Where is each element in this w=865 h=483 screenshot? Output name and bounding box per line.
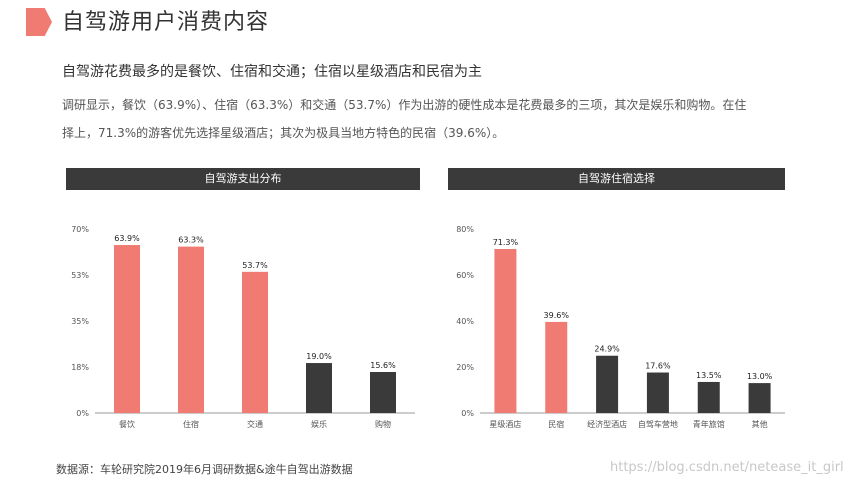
bar-data-label: 39.6% bbox=[544, 311, 570, 320]
data-source-note: 数据源：车轮研究院2019年6月调研数据&途牛自驾出游数据 bbox=[56, 463, 353, 476]
y-tick-label: 20% bbox=[456, 363, 474, 372]
bar bbox=[494, 249, 517, 413]
description-line-2: 择上，71.3%的游客优先选择星级酒店；其次为极具当地方特色的民宿（39.6%）… bbox=[62, 126, 505, 140]
bar bbox=[646, 372, 669, 413]
x-tick-label: 自驾车营地 bbox=[638, 419, 678, 429]
bar bbox=[306, 363, 332, 413]
bar bbox=[114, 245, 140, 413]
x-tick-label: 其他 bbox=[752, 419, 768, 429]
page-title: 自驾游用户消费内容 bbox=[62, 10, 270, 35]
bar-data-label: 63.3% bbox=[178, 236, 204, 245]
x-tick-label: 购物 bbox=[375, 419, 391, 429]
chart-1-title: 自驾游支出分布 bbox=[66, 168, 420, 190]
bar bbox=[545, 321, 568, 413]
x-tick-label: 娱乐 bbox=[311, 419, 327, 429]
bar bbox=[748, 383, 771, 413]
title-marker-icon bbox=[26, 8, 52, 36]
y-tick-label: 0% bbox=[76, 409, 89, 418]
description: 调研显示，餐饮（63.9%）、住宿（63.3%）和交通（53.7%）作为出游的硬… bbox=[62, 91, 786, 147]
accommodation-choice-chart: 0% 20% 40% 60% 80% 71.3% 星级酒店 39.6% 民宿 24.9% 经济型酒店… bbox=[456, 225, 785, 429]
bar-data-label: 19.0% bbox=[306, 352, 332, 361]
bar bbox=[697, 381, 720, 413]
bar-data-label: 53.7% bbox=[242, 261, 268, 270]
bar-data-label: 24.9% bbox=[594, 345, 620, 354]
x-tick-label: 住宿 bbox=[183, 419, 199, 429]
y-tick-label: 0% bbox=[461, 409, 474, 418]
bar-data-label: 63.9% bbox=[114, 234, 140, 243]
x-tick-label: 经济型酒店 bbox=[587, 419, 627, 429]
y-tick-label: 53% bbox=[71, 271, 89, 280]
y-tick-label: 35% bbox=[71, 317, 89, 326]
x-tick-label: 星级酒店 bbox=[489, 419, 521, 429]
description-line-1: 调研显示，餐饮（63.9%）、住宿（63.3%）和交通（53.7%）作为出游的硬… bbox=[62, 98, 747, 112]
page-subtitle: 自驾游花费最多的是餐饮、住宿和交通；住宿以星级酒店和民宿为主 bbox=[62, 64, 482, 80]
bar bbox=[596, 355, 619, 413]
spending-distribution-chart: 0% 18% 35% 53% 70% 63.9% 餐饮 63.3% 住宿 53.7% 交通 19.0%… bbox=[71, 225, 415, 429]
watermark: https://blog.csdn.net/netease_it_girl bbox=[610, 460, 844, 475]
bar-data-label: 13.5% bbox=[696, 371, 722, 380]
bar-data-label: 71.3% bbox=[493, 238, 519, 247]
chart-2-title: 自驾游住宿选择 bbox=[448, 168, 785, 190]
y-tick-label: 18% bbox=[71, 363, 89, 372]
y-tick-label: 80% bbox=[456, 225, 474, 234]
x-tick-label: 青年旅馆 bbox=[693, 419, 725, 429]
x-tick-label: 民宿 bbox=[548, 419, 564, 429]
y-tick-label: 70% bbox=[71, 225, 89, 234]
bar bbox=[242, 271, 268, 413]
bar-data-label: 15.6% bbox=[370, 361, 396, 370]
bar-data-label: 17.6% bbox=[645, 362, 671, 371]
y-tick-label: 40% bbox=[456, 317, 474, 326]
y-tick-label: 60% bbox=[456, 271, 474, 280]
x-tick-label: 交通 bbox=[247, 419, 263, 429]
bar bbox=[178, 246, 204, 413]
bar-data-label: 13.0% bbox=[747, 372, 773, 381]
bar bbox=[370, 371, 396, 413]
x-tick-label: 餐饮 bbox=[119, 419, 135, 429]
